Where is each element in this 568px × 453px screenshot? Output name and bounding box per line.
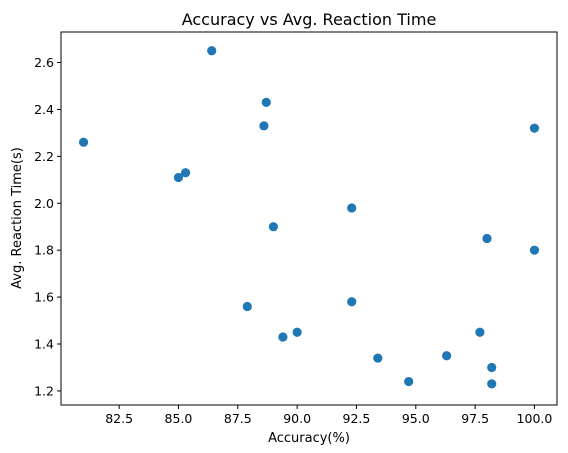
data-point: [268, 222, 279, 232]
data-point: [529, 123, 540, 133]
data-point: [259, 121, 269, 131]
data-point: [487, 362, 497, 373]
data-point: [173, 172, 184, 183]
plot-area: [61, 32, 557, 405]
x-tick-label: 92.5: [343, 411, 371, 426]
x-tick-label: 85.0: [165, 411, 193, 426]
y-tick-label: 1.2: [34, 383, 54, 398]
data-point: [482, 233, 492, 244]
y-axis-label: Avg. Reaction Time(s): [10, 147, 25, 289]
y-axis-ticks: 1.2 1.4 1.6 1.8 2.0 2.2 2.4 2.6: [34, 55, 61, 398]
data-points: [78, 46, 540, 389]
data-point: [292, 327, 302, 337]
y-tick-label: 2.6: [34, 55, 54, 70]
y-tick-label: 1.8: [34, 243, 54, 258]
chart-title: Accuracy vs Avg. Reaction Time: [182, 10, 437, 29]
y-tick-label: 1.4: [34, 337, 54, 352]
plot-background: [61, 32, 557, 405]
x-tick-label: 95.0: [402, 411, 430, 426]
data-point: [442, 351, 452, 361]
y-tick-label: 1.6: [34, 290, 54, 305]
data-point: [373, 353, 383, 363]
data-point: [347, 297, 357, 307]
data-point: [404, 376, 414, 387]
y-tick-label: 2.2: [34, 149, 54, 164]
data-point: [487, 379, 497, 389]
x-tick-label: 97.5: [461, 411, 489, 426]
x-tick-label: 82.5: [105, 411, 133, 426]
data-point: [475, 327, 485, 337]
y-tick-label: 2.0: [34, 196, 54, 211]
data-point: [207, 46, 217, 56]
data-point: [529, 245, 540, 255]
y-tick-label: 2.4: [34, 102, 54, 117]
data-point: [242, 301, 252, 312]
x-axis-label: Accuracy(%): [268, 431, 350, 446]
plot-frame: [60, 31, 558, 406]
x-tick-label: 90.0: [283, 411, 311, 426]
data-point: [347, 203, 357, 213]
x-tick-label: 100.0: [517, 411, 553, 426]
data-point: [180, 168, 191, 178]
x-axis-ticks: 82.5 85.0 87.5 90.0 92.5 95.0 97.5 100.0: [105, 405, 552, 426]
data-point: [278, 332, 288, 342]
x-tick-label: 87.5: [224, 411, 252, 426]
data-point: [261, 97, 271, 107]
data-point: [78, 137, 89, 147]
